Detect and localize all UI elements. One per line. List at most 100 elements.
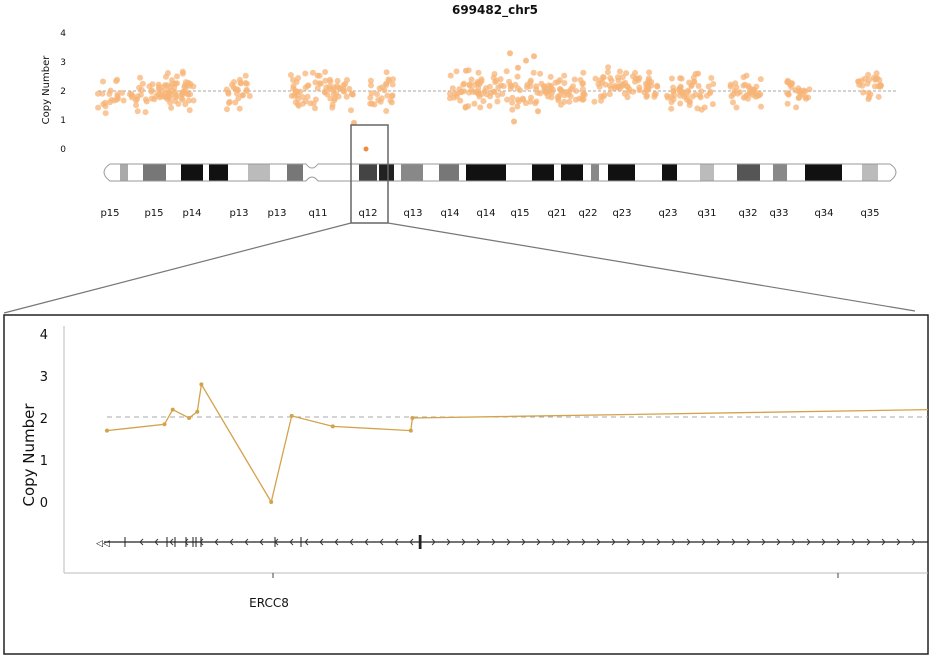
overview-point: [487, 93, 494, 100]
ideogram-band: [287, 164, 303, 181]
overview-point: [348, 107, 354, 114]
overview-point: [509, 94, 516, 101]
band-label: q31: [697, 208, 716, 219]
overview-point: [561, 80, 568, 86]
gene-strand-arrow: [821, 538, 826, 546]
overview-point: [734, 90, 741, 97]
zoom-connector-right: [387, 222, 916, 312]
band-label: q22: [578, 208, 597, 219]
overview-point: [494, 98, 501, 105]
detail-y-tick-label: 4: [40, 328, 48, 343]
gene-label: ERCC8: [249, 596, 289, 610]
overview-point: [668, 99, 675, 106]
overview-point: [859, 82, 866, 89]
ideogram-band: [248, 164, 270, 181]
overview-point: [383, 69, 390, 76]
overview-point: [143, 98, 150, 105]
overview-point: [453, 68, 460, 75]
overview-point: [646, 69, 653, 76]
gene-strand-arrow: [214, 538, 219, 546]
overview-point: [552, 79, 559, 86]
detail-point: [187, 416, 192, 420]
gene-strand-arrow: [656, 538, 661, 546]
overview-point: [677, 100, 684, 107]
gene-strand-arrow: [304, 538, 309, 546]
overview-point: [322, 89, 328, 96]
overview-point: [329, 104, 336, 111]
overview-point: [507, 50, 513, 57]
overview-point: [451, 90, 458, 97]
overview-point: [375, 97, 382, 103]
overview-point: [486, 83, 493, 90]
gene-strand-arrow: [581, 538, 586, 546]
gene-strand-arrow: [536, 538, 541, 546]
overview-point: [793, 104, 800, 111]
overview-point: [461, 80, 467, 87]
overview-point: [138, 87, 145, 93]
overview-point: [243, 88, 250, 95]
overview-point: [571, 76, 578, 83]
overview-point: [447, 72, 454, 79]
gene-strand-arrow: [431, 538, 436, 546]
ideogram-band: [143, 164, 166, 181]
overview-point: [100, 101, 107, 108]
overview-point: [340, 85, 347, 92]
ideogram-band: [862, 164, 878, 181]
overview-point: [579, 80, 586, 87]
overview-point: [235, 95, 242, 102]
overview-point: [503, 68, 510, 75]
overview-point: [703, 92, 710, 99]
gene-strand-arrow: [154, 538, 159, 546]
overview-point: [733, 104, 740, 111]
gene-strand-arrow: [716, 538, 721, 546]
gene-strand-arrow: [776, 538, 781, 546]
gene-strand-arrow: [139, 538, 144, 546]
overview-point: [312, 79, 319, 86]
overview-point: [384, 92, 391, 99]
overview-point: [507, 82, 514, 89]
overview-point: [519, 95, 526, 102]
overview-point: [606, 91, 613, 98]
overview-point: [509, 99, 516, 106]
overview-point: [383, 82, 390, 88]
overview-point: [623, 70, 630, 77]
gene-strand-arrow: [746, 538, 751, 546]
ideogram-band: [561, 164, 583, 181]
overview-point: [302, 70, 309, 77]
overview-point: [492, 79, 499, 86]
band-label: p15: [144, 208, 163, 219]
overview-point: [491, 71, 498, 77]
overview-point: [740, 74, 747, 81]
overview-y-tick-label: 2: [60, 87, 66, 97]
band-label: q35: [860, 208, 879, 219]
overview-point: [349, 91, 356, 98]
overview-y-tick-label: 3: [60, 58, 66, 68]
detail-point: [162, 422, 167, 427]
gene-strand-arrow: [836, 538, 841, 546]
overview-point: [224, 106, 230, 113]
overview-point: [535, 108, 541, 115]
overview-point: [694, 105, 701, 112]
gene-strand-arrow: [409, 538, 414, 546]
overview-point: [142, 109, 149, 116]
overview-point: [740, 94, 747, 101]
overview-point: [102, 110, 109, 117]
overview-point: [172, 89, 179, 96]
overview-point: [155, 81, 162, 88]
overview-point: [795, 94, 802, 101]
band-labels: p15 p15 p14 p13 p13 q11 q12 q13 q14 q14 q15 q21 q22 q…: [100, 208, 879, 219]
overview-point: [597, 77, 604, 84]
overview-point: [133, 102, 140, 109]
overview-point: [381, 87, 388, 94]
overview-point: [388, 99, 395, 106]
overview-point: [367, 100, 374, 107]
overview-point: [322, 69, 329, 75]
overview-point: [580, 69, 587, 76]
overview-point: [668, 75, 675, 82]
zoom-highlight-box[interactable]: [350, 124, 389, 224]
gene-track-start-marker: ◁◁: [96, 539, 110, 549]
gene-strand-arrow: [896, 538, 901, 546]
overview-point: [185, 97, 192, 104]
gene-strand-arrow: [184, 538, 189, 546]
gene-strand-arrow: [229, 538, 234, 546]
